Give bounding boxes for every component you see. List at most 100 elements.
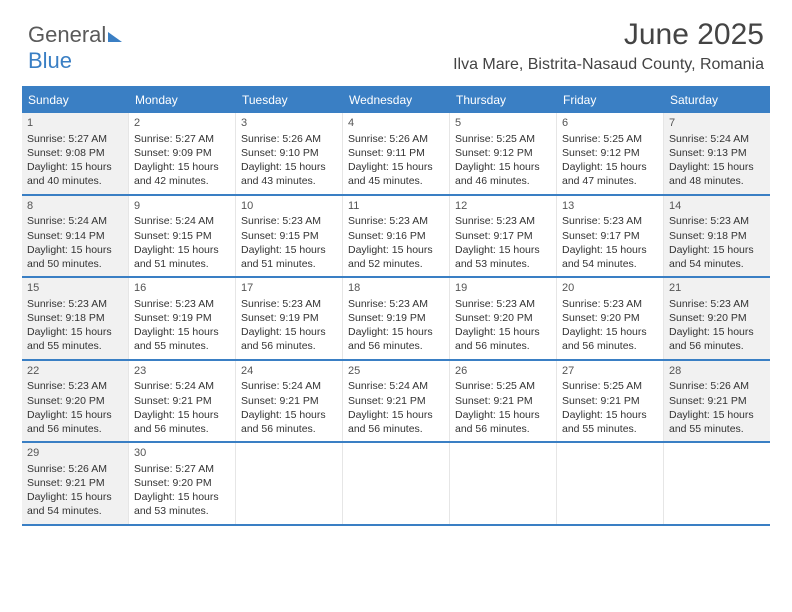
day-cell: 25Sunrise: 5:24 AMSunset: 9:21 PMDayligh… (343, 361, 450, 442)
sunset-text: Sunset: 9:18 PM (27, 311, 123, 325)
daylight-text: Daylight: 15 hours (27, 243, 123, 257)
daylight-text: and 55 minutes. (562, 422, 658, 436)
day-cell: 21Sunrise: 5:23 AMSunset: 9:20 PMDayligh… (664, 278, 770, 359)
sunset-text: Sunset: 9:14 PM (27, 229, 123, 243)
empty-cell (343, 443, 450, 524)
day-number: 21 (669, 281, 765, 296)
calendar-week: 29Sunrise: 5:26 AMSunset: 9:21 PMDayligh… (22, 443, 770, 526)
day-number: 22 (27, 364, 123, 379)
day-cell: 18Sunrise: 5:23 AMSunset: 9:19 PMDayligh… (343, 278, 450, 359)
daylight-text: and 56 minutes. (241, 339, 337, 353)
day-cell: 3Sunrise: 5:26 AMSunset: 9:10 PMDaylight… (236, 113, 343, 194)
day-cell: 4Sunrise: 5:26 AMSunset: 9:11 PMDaylight… (343, 113, 450, 194)
sunrise-text: Sunrise: 5:23 AM (562, 297, 658, 311)
daylight-text: Daylight: 15 hours (241, 408, 337, 422)
day-number: 8 (27, 199, 123, 214)
sunrise-text: Sunrise: 5:24 AM (348, 379, 444, 393)
daylight-text: and 51 minutes. (241, 257, 337, 271)
day-number: 28 (669, 364, 765, 379)
day-number: 4 (348, 116, 444, 131)
sunset-text: Sunset: 9:15 PM (241, 229, 337, 243)
empty-cell (557, 443, 664, 524)
daylight-text: Daylight: 15 hours (455, 243, 551, 257)
day-number: 30 (134, 446, 230, 461)
day-number: 14 (669, 199, 765, 214)
day-number: 19 (455, 281, 551, 296)
logo-triangle-icon (108, 32, 122, 42)
sunrise-text: Sunrise: 5:23 AM (348, 297, 444, 311)
day-cell: 6Sunrise: 5:25 AMSunset: 9:12 PMDaylight… (557, 113, 664, 194)
sunrise-text: Sunrise: 5:23 AM (348, 214, 444, 228)
daylight-text: and 56 minutes. (455, 422, 551, 436)
sunrise-text: Sunrise: 5:23 AM (27, 297, 123, 311)
logo-text-2: Blue (28, 48, 72, 73)
day-number: 10 (241, 199, 337, 214)
sunset-text: Sunset: 9:20 PM (27, 394, 123, 408)
sunrise-text: Sunrise: 5:25 AM (455, 379, 551, 393)
daylight-text: Daylight: 15 hours (241, 325, 337, 339)
day-header: Saturday (664, 88, 770, 113)
sunrise-text: Sunrise: 5:24 AM (134, 214, 230, 228)
daylight-text: Daylight: 15 hours (562, 408, 658, 422)
day-number: 20 (562, 281, 658, 296)
sunrise-text: Sunrise: 5:23 AM (669, 297, 765, 311)
daylight-text: and 51 minutes. (134, 257, 230, 271)
calendar-week: 15Sunrise: 5:23 AMSunset: 9:18 PMDayligh… (22, 278, 770, 361)
day-number: 2 (134, 116, 230, 131)
daylight-text: Daylight: 15 hours (134, 160, 230, 174)
daylight-text: Daylight: 15 hours (562, 325, 658, 339)
daylight-text: Daylight: 15 hours (348, 408, 444, 422)
sunset-text: Sunset: 9:17 PM (562, 229, 658, 243)
daylight-text: and 48 minutes. (669, 174, 765, 188)
daylight-text: and 55 minutes. (134, 339, 230, 353)
sunset-text: Sunset: 9:09 PM (134, 146, 230, 160)
sunset-text: Sunset: 9:08 PM (27, 146, 123, 160)
daylight-text: Daylight: 15 hours (669, 160, 765, 174)
day-cell: 17Sunrise: 5:23 AMSunset: 9:19 PMDayligh… (236, 278, 343, 359)
day-number: 17 (241, 281, 337, 296)
daylight-text: Daylight: 15 hours (27, 490, 123, 504)
sunrise-text: Sunrise: 5:23 AM (241, 297, 337, 311)
daylight-text: Daylight: 15 hours (27, 160, 123, 174)
daylight-text: Daylight: 15 hours (455, 408, 551, 422)
sunset-text: Sunset: 9:21 PM (455, 394, 551, 408)
day-cell: 7Sunrise: 5:24 AMSunset: 9:13 PMDaylight… (664, 113, 770, 194)
sunrise-text: Sunrise: 5:23 AM (562, 214, 658, 228)
daylight-text: and 43 minutes. (241, 174, 337, 188)
sunrise-text: Sunrise: 5:26 AM (241, 132, 337, 146)
sunrise-text: Sunrise: 5:27 AM (134, 462, 230, 476)
day-header: Monday (129, 88, 236, 113)
day-cell: 22Sunrise: 5:23 AMSunset: 9:20 PMDayligh… (22, 361, 129, 442)
daylight-text: and 53 minutes. (455, 257, 551, 271)
sunset-text: Sunset: 9:20 PM (455, 311, 551, 325)
sunrise-text: Sunrise: 5:24 AM (669, 132, 765, 146)
sunrise-text: Sunrise: 5:23 AM (27, 379, 123, 393)
sunset-text: Sunset: 9:19 PM (134, 311, 230, 325)
sunrise-text: Sunrise: 5:24 AM (241, 379, 337, 393)
sunset-text: Sunset: 9:20 PM (669, 311, 765, 325)
daylight-text: and 56 minutes. (241, 422, 337, 436)
daylight-text: and 56 minutes. (348, 422, 444, 436)
sunset-text: Sunset: 9:17 PM (455, 229, 551, 243)
day-cell: 24Sunrise: 5:24 AMSunset: 9:21 PMDayligh… (236, 361, 343, 442)
day-cell: 23Sunrise: 5:24 AMSunset: 9:21 PMDayligh… (129, 361, 236, 442)
day-cell: 14Sunrise: 5:23 AMSunset: 9:18 PMDayligh… (664, 196, 770, 277)
day-number: 7 (669, 116, 765, 131)
daylight-text: Daylight: 15 hours (348, 325, 444, 339)
sunrise-text: Sunrise: 5:27 AM (27, 132, 123, 146)
sunset-text: Sunset: 9:21 PM (669, 394, 765, 408)
day-header: Thursday (450, 88, 557, 113)
daylight-text: and 52 minutes. (348, 257, 444, 271)
sunset-text: Sunset: 9:20 PM (562, 311, 658, 325)
sunset-text: Sunset: 9:12 PM (562, 146, 658, 160)
sunset-text: Sunset: 9:19 PM (348, 311, 444, 325)
calendar-header-row: SundayMondayTuesdayWednesdayThursdayFrid… (22, 88, 770, 113)
day-number: 6 (562, 116, 658, 131)
calendar-week: 22Sunrise: 5:23 AMSunset: 9:20 PM Dayligh… (22, 361, 770, 444)
day-cell: 27Sunrise: 5:25 AMSunset: 9:21 PMDayligh… (557, 361, 664, 442)
daylight-text: Daylight: 15 hours (134, 408, 230, 422)
sunrise-text: Sunrise: 5:24 AM (27, 214, 123, 228)
daylight-text: Daylight: 15 hours (669, 243, 765, 257)
day-number: 13 (562, 199, 658, 214)
day-number: 18 (348, 281, 444, 296)
